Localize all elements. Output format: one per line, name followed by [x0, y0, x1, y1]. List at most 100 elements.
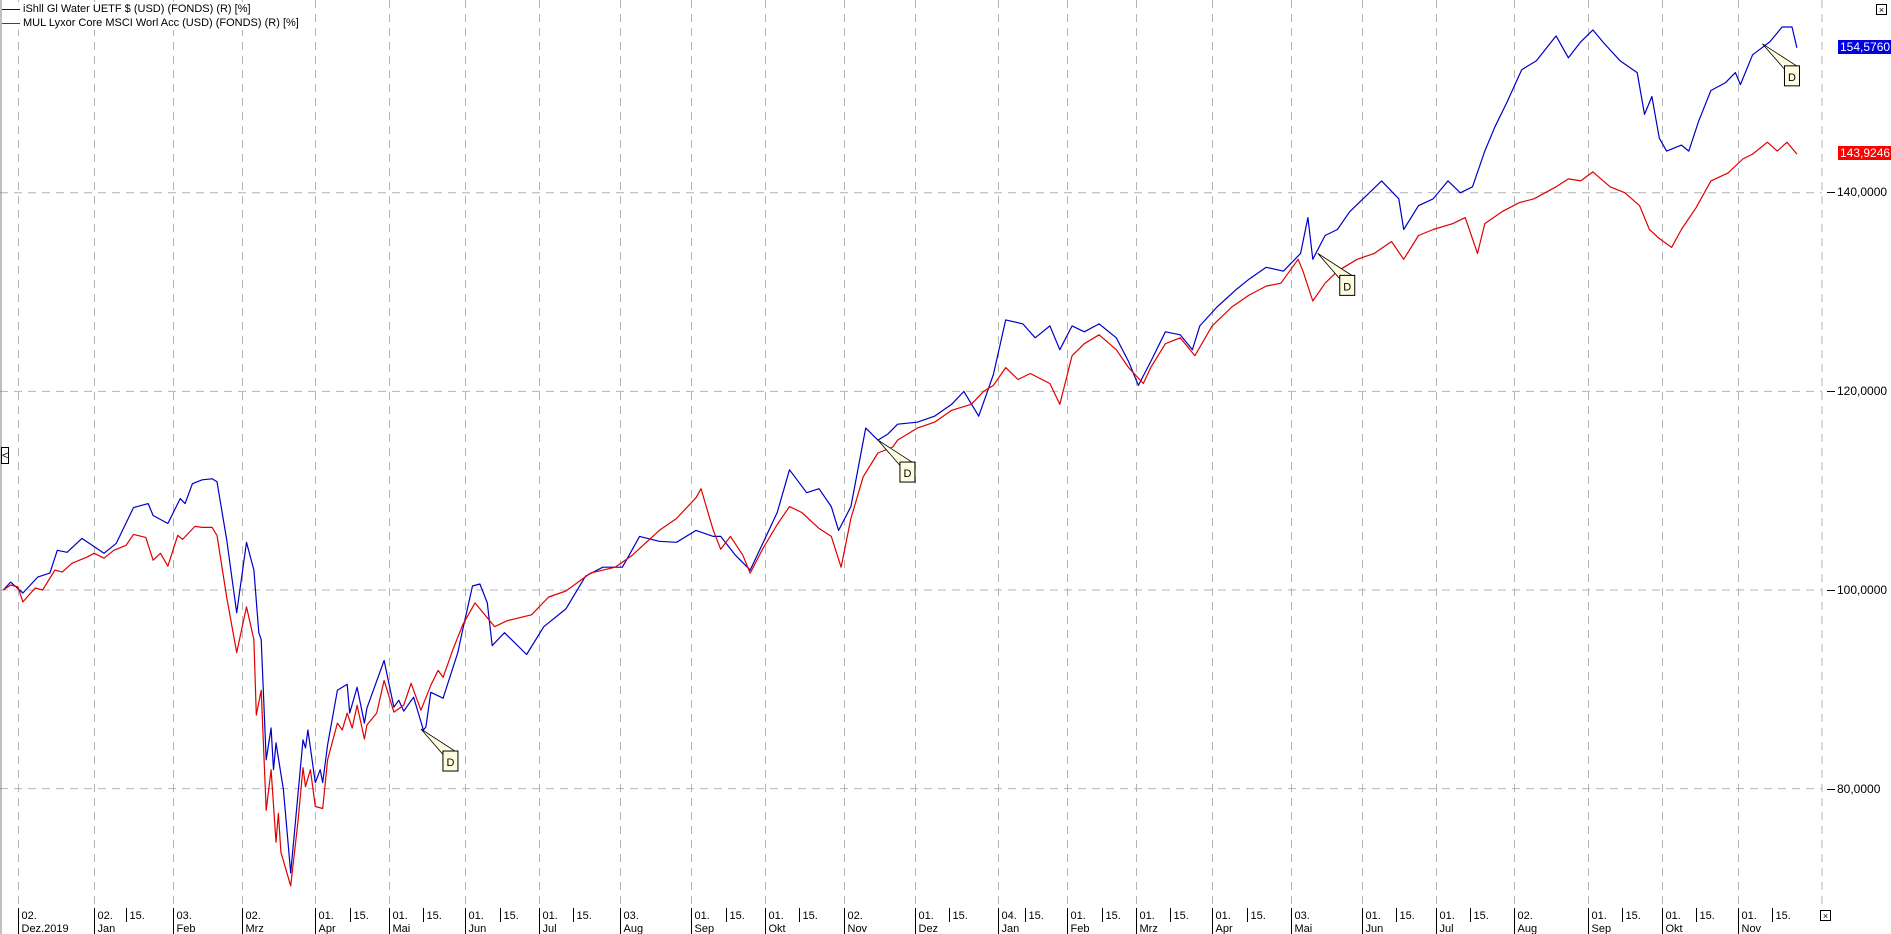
x-tick-month-label: Mai	[393, 923, 411, 934]
x-tick-month-label: Dez.2019	[22, 923, 69, 934]
x-tick-label: 01.	[1216, 910, 1231, 922]
x-tick-label: 15.	[803, 910, 818, 922]
y-tick-label: 120,0000	[1827, 384, 1887, 398]
y-tick-label: 140,0000	[1827, 185, 1887, 199]
x-tick-label: 01.	[919, 910, 934, 922]
last-value-tag-water: 154,5760	[1838, 40, 1891, 54]
series-lines	[2, 26, 1798, 887]
x-tick-month-label: Mrz	[1140, 923, 1158, 934]
marker-box	[899, 461, 916, 483]
x-tick-label: 02.	[98, 910, 113, 922]
x-tick-label: 15.	[730, 910, 745, 922]
x-tick-label: 02.	[22, 910, 37, 922]
marker-box	[1783, 65, 1800, 87]
y-tick-label: 80,0000	[1827, 782, 1880, 796]
x-tick-label: 01.	[1366, 910, 1381, 922]
marker-label: D	[1343, 281, 1351, 293]
x-tick-label: 15.	[1251, 910, 1266, 922]
x-tick-label: 02.	[246, 910, 261, 922]
x-tick-month-label: Feb	[177, 923, 196, 934]
x-tick-month-label: Apr	[1216, 923, 1233, 934]
x-tick-label: 01.	[1742, 910, 1757, 922]
x-tick-month-label: Jan	[1002, 923, 1020, 934]
dividend-marker[interactable]: D	[1762, 43, 1800, 87]
grid	[0, 0, 1823, 934]
x-tick-label: 03.	[624, 910, 639, 922]
x-tick-month-label: Jun	[469, 923, 487, 934]
legend: iShll Gl Water UETF $ (USD) (FONDS) (R) …	[2, 2, 299, 30]
x-tick-month-label: Dez	[919, 923, 939, 934]
x-tick-label: 01.	[469, 910, 484, 922]
x-tick-label: 15.	[1400, 910, 1415, 922]
x-tick-label: 02.	[1518, 910, 1533, 922]
x-tick-label: 03.	[1295, 910, 1310, 922]
dividend-marker[interactable]: D	[1317, 253, 1356, 296]
scroll-left-button[interactable]: <	[1, 447, 9, 464]
x-tick-label: 01.	[1140, 910, 1155, 922]
x-tick-month-label: Nov	[848, 923, 868, 934]
x-tick-label: 15.	[1776, 910, 1791, 922]
marker-box	[442, 750, 459, 772]
x-tick-month-label: Okt	[769, 923, 786, 934]
dividend-markers: D D D D	[420, 43, 1800, 772]
legend-label: MUL Lyxor Core MSCI Worl Acc (USD) (FOND…	[23, 17, 299, 29]
legend-swatch-red	[2, 22, 20, 24]
legend-item-water: iShll Gl Water UETF $ (USD) (FONDS) (R) …	[2, 2, 299, 16]
dividend-marker[interactable]: D	[420, 728, 459, 772]
x-tick-label: 01.	[769, 910, 784, 922]
x-tick-label: 15.	[504, 910, 519, 922]
x-tick-month-label: Sep	[695, 923, 715, 934]
x-tick-label: 01.	[695, 910, 710, 922]
x-tick-label: 03.	[177, 910, 192, 922]
close-axis-icon[interactable]: ×	[1820, 910, 1831, 921]
marker-label: D	[446, 757, 454, 769]
x-tick-label: 15.	[354, 910, 369, 922]
x-tick-label: 15.	[130, 910, 145, 922]
x-tick-month-label: Okt	[1666, 923, 1683, 934]
dividend-marker[interactable]: D	[877, 439, 916, 483]
x-tick-month-label: Apr	[319, 923, 336, 934]
marker-label: D	[1788, 72, 1796, 84]
legend-item-msci: MUL Lyxor Core MSCI Worl Acc (USD) (FOND…	[2, 16, 299, 30]
series-line-msci	[2, 141, 1798, 887]
series-line-water	[2, 26, 1798, 874]
x-tick-label: 01.	[1666, 910, 1681, 922]
x-tick-month-label: Mrz	[246, 923, 264, 934]
x-tick-label: 15.	[1626, 910, 1641, 922]
x-tick-month-label: Mai	[1295, 923, 1313, 934]
x-tick-label: 02.	[848, 910, 863, 922]
marker-label: D	[903, 468, 911, 480]
x-tick-month-label: Sep	[1592, 923, 1612, 934]
x-tick-label: 01.	[1592, 910, 1607, 922]
legend-label: iShll Gl Water UETF $ (USD) (FONDS) (R) …	[23, 3, 251, 15]
close-chart-icon[interactable]: ×	[1876, 4, 1887, 15]
x-tick-month-label: Jul	[543, 923, 557, 934]
marker-box	[1339, 274, 1356, 296]
x-tick-month-label: Jan	[98, 923, 116, 934]
x-tick-month-label: Aug	[624, 923, 644, 934]
legend-swatch-blue	[2, 8, 20, 10]
x-tick-label: 04.	[1002, 910, 1017, 922]
x-tick-label: 15.	[577, 910, 592, 922]
x-tick-month-label: Feb	[1071, 923, 1090, 934]
x-tick-label: 15.	[1174, 910, 1189, 922]
x-tick-label: 15.	[1106, 910, 1121, 922]
x-tick-month-label: Jul	[1440, 923, 1454, 934]
x-tick-label: 01.	[1071, 910, 1086, 922]
x-tick-month-label: Jun	[1366, 923, 1384, 934]
x-tick-label: 15.	[1029, 910, 1044, 922]
x-tick-label: 01.	[393, 910, 408, 922]
x-tick-label: 15.	[1700, 910, 1715, 922]
x-tick-label: 01.	[1440, 910, 1455, 922]
x-tick-label: 15.	[1474, 910, 1489, 922]
y-tick-label: 100,0000	[1827, 583, 1887, 597]
x-tick-month-label: Nov	[1742, 923, 1762, 934]
x-tick-month-label: Aug	[1518, 923, 1538, 934]
x-tick-label: 01.	[319, 910, 334, 922]
x-tick-label: 01.	[543, 910, 558, 922]
last-value-tag-msci: 143,9246	[1838, 146, 1891, 160]
x-tick-label: 15.	[427, 910, 442, 922]
x-tick-label: 15.	[953, 910, 968, 922]
